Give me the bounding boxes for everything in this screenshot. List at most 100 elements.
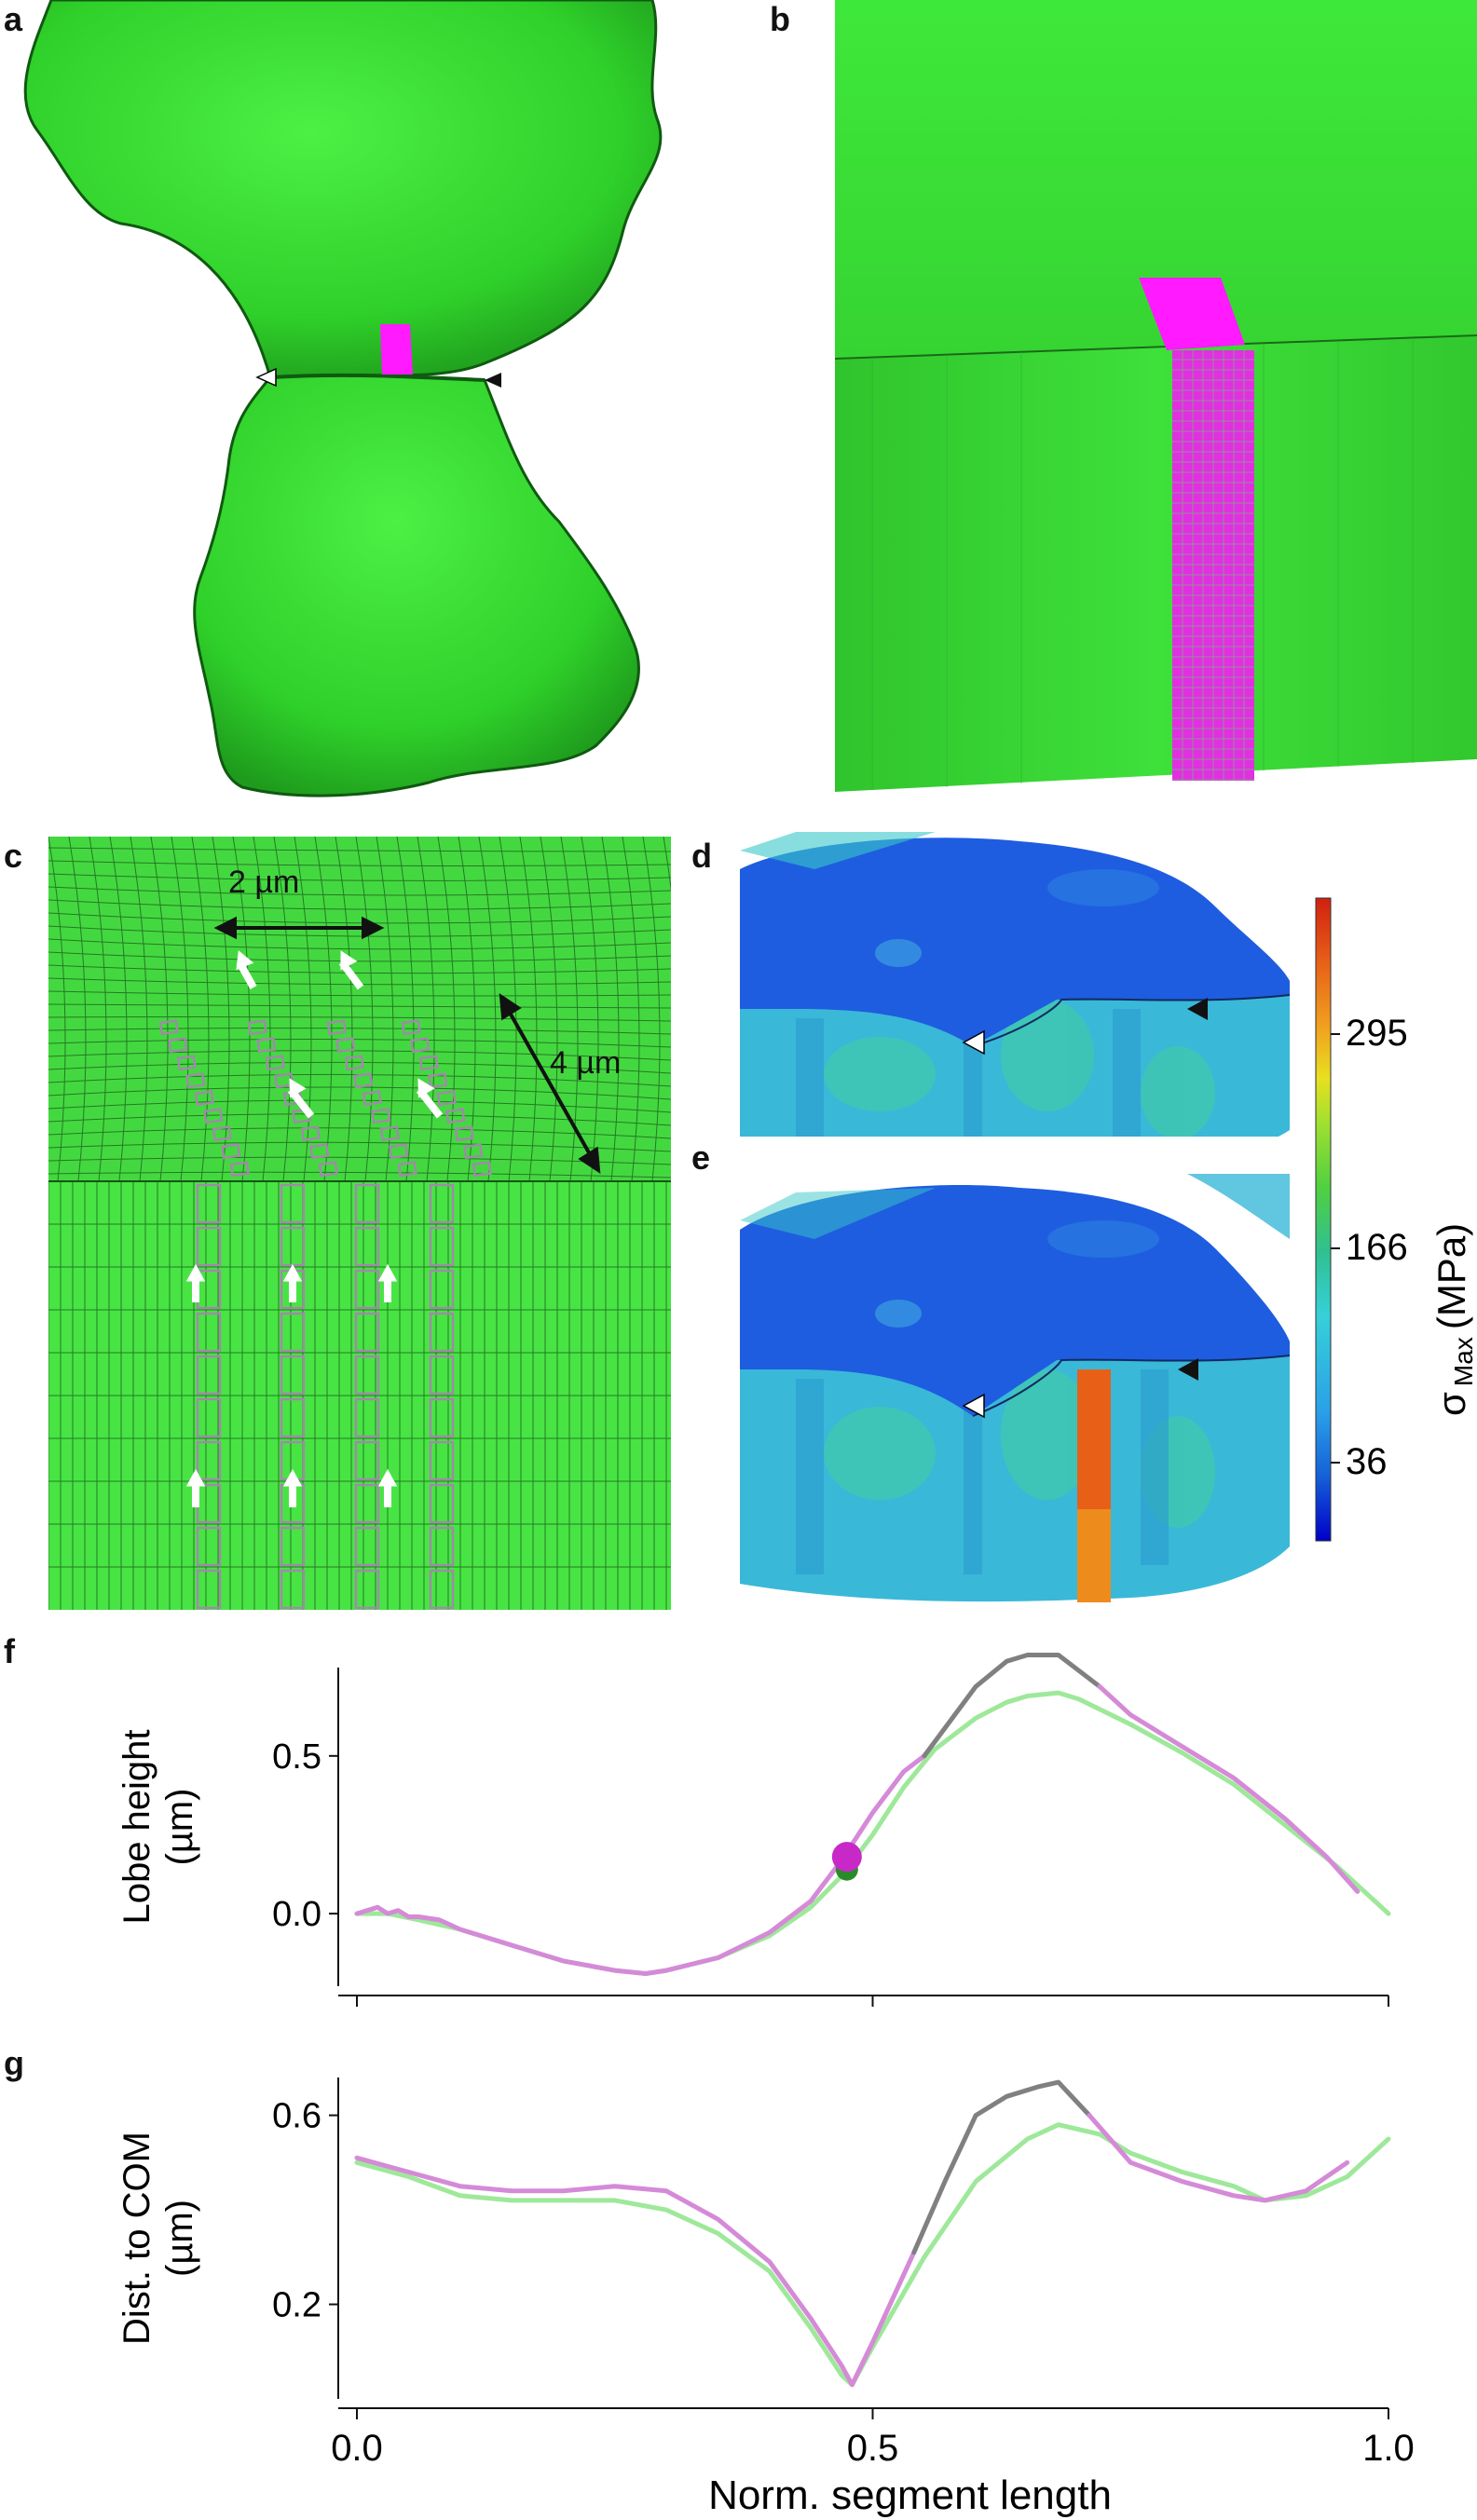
selected-element-outline bbox=[247, 1019, 267, 1036]
selected-element-outline bbox=[354, 1183, 380, 1224]
white-arrow bbox=[282, 1263, 303, 1302]
selected-element-outline bbox=[256, 1037, 277, 1054]
selected-element-outline bbox=[429, 1355, 455, 1396]
selected-element-outline bbox=[410, 1037, 431, 1054]
selected-element-outline bbox=[158, 1019, 179, 1036]
selected-element-outline bbox=[389, 1143, 409, 1160]
selected-element-outline bbox=[354, 1355, 380, 1396]
selected-element-outline bbox=[397, 1161, 417, 1178]
selected-element-outline bbox=[280, 1183, 306, 1224]
selected-element-outline bbox=[280, 1526, 306, 1567]
selected-element-outline bbox=[472, 1161, 492, 1178]
lower-cell-shape bbox=[193, 374, 640, 797]
series-line-0 bbox=[354, 1690, 1391, 1976]
white-arrow bbox=[377, 1468, 398, 1507]
magenta-top-patch bbox=[1139, 278, 1245, 350]
selected-element-outline bbox=[429, 1440, 455, 1481]
scale-label-2um: 2 µm bbox=[228, 865, 300, 900]
selected-element-outline bbox=[436, 1090, 457, 1107]
selected-element-outline bbox=[362, 1090, 382, 1107]
chart-g-dist-to-com: 0.2 0.6 0.0 0.5 1.0 Dist. to COM (µm) Norm. seg… bbox=[116, 2077, 1415, 2518]
colorbar-tick-36: 36 bbox=[1346, 1441, 1388, 1482]
y-tick-label: 0.0 bbox=[272, 1895, 321, 1934]
selected-element-outline bbox=[354, 1226, 380, 1267]
selected-element-outline bbox=[445, 1108, 466, 1124]
selected-element-outline bbox=[196, 1397, 222, 1438]
series-line-3 bbox=[1087, 2113, 1350, 2203]
panel-letter-b: b bbox=[770, 0, 790, 38]
svg-text:Dist. to COM: Dist. to COM bbox=[116, 2132, 157, 2345]
y-axis-label: Dist. to COM (µm) bbox=[116, 2132, 200, 2345]
selected-element-outline bbox=[418, 1055, 439, 1071]
series-line-3 bbox=[1097, 1683, 1361, 1894]
stress-colorbar: 295 166 36 σMax(MPa) bbox=[1315, 897, 1477, 1542]
selected-element-outline bbox=[354, 1483, 380, 1524]
selected-element-outline bbox=[229, 1161, 250, 1178]
y-tick-label: 0.2 bbox=[272, 2286, 321, 2325]
selected-element-outline bbox=[196, 1312, 222, 1353]
selected-element-outline bbox=[326, 1019, 347, 1036]
selected-element-outline bbox=[196, 1226, 222, 1267]
selected-element-outline bbox=[354, 1569, 380, 1610]
data-marker bbox=[831, 1842, 862, 1873]
selected-element-outline bbox=[196, 1440, 222, 1481]
white-arrow bbox=[236, 950, 257, 989]
selected-element-outline bbox=[353, 1072, 374, 1089]
panel-letter-e: e bbox=[691, 1138, 711, 1177]
open-arrowhead-marker bbox=[962, 1029, 985, 1056]
selected-element-outline bbox=[221, 1143, 241, 1160]
white-arrow bbox=[416, 1078, 444, 1119]
selected-element-outline bbox=[300, 1125, 321, 1142]
selected-element-outline bbox=[176, 1055, 197, 1071]
selected-element-outline bbox=[318, 1161, 338, 1178]
open-arrowhead-marker bbox=[255, 367, 277, 388]
series-line-2 bbox=[911, 2079, 1092, 2255]
panel-letter-f: f bbox=[4, 1632, 15, 1670]
selected-element-outline bbox=[454, 1125, 474, 1142]
selected-element-outline bbox=[196, 1355, 222, 1396]
filled-arrowhead-marker bbox=[1187, 998, 1208, 1020]
selected-element-outline bbox=[196, 1526, 222, 1567]
selected-element-outline bbox=[196, 1183, 222, 1224]
series-line-1 bbox=[354, 2155, 917, 2388]
svg-text:σMax(MPa): σMax(MPa) bbox=[1429, 1223, 1477, 1416]
selected-element-outline bbox=[168, 1037, 188, 1054]
colorbar-label: σMax(MPa) bbox=[1429, 1223, 1477, 1416]
svg-text:(µm): (µm) bbox=[159, 1788, 200, 1865]
selected-element-outline bbox=[354, 1397, 380, 1438]
selected-element-outline bbox=[429, 1312, 455, 1353]
selected-element-outline bbox=[429, 1526, 455, 1567]
selected-element-outline bbox=[354, 1526, 380, 1567]
panel-a-cell-render bbox=[23, 0, 663, 797]
selected-element-outline bbox=[354, 1312, 380, 1353]
panel-b-mesh-render bbox=[835, 0, 1477, 792]
selected-element-outline bbox=[280, 1355, 306, 1396]
panel-letter-c: c bbox=[4, 837, 23, 875]
selected-element-outline bbox=[194, 1090, 214, 1107]
panel-letter-a: a bbox=[4, 0, 23, 38]
panel-e-stress-map bbox=[740, 1137, 1290, 1610]
scale-label-4um: 4 µm bbox=[550, 1045, 622, 1081]
selected-element-outline bbox=[309, 1143, 330, 1160]
x-tick-label: 0.5 bbox=[847, 2428, 899, 2469]
selected-element-outline bbox=[429, 1569, 455, 1610]
selected-element-outline bbox=[379, 1125, 400, 1142]
scale-bar-horizontal bbox=[213, 916, 385, 940]
panel-letter-d: d bbox=[691, 837, 712, 875]
selected-element-outline bbox=[354, 1269, 380, 1310]
colorbar-tick-166: 166 bbox=[1346, 1227, 1408, 1268]
white-arrow bbox=[287, 1078, 315, 1119]
x-axis-label: Norm. segment length bbox=[708, 2472, 1112, 2518]
white-arrow bbox=[185, 1468, 206, 1507]
y-axis-label: Lobe height (µm) bbox=[116, 1729, 200, 1924]
selected-element-outline bbox=[429, 1397, 455, 1438]
scale-bar-diagonal bbox=[499, 993, 601, 1174]
selected-element-outline bbox=[212, 1125, 232, 1142]
open-arrowhead-marker bbox=[962, 1393, 985, 1419]
selected-element-outline bbox=[344, 1055, 364, 1071]
magenta-mesh-column bbox=[1172, 350, 1254, 781]
selected-element-outline bbox=[429, 1226, 455, 1267]
selected-element-outline bbox=[335, 1037, 356, 1054]
colorbar-gradient bbox=[1315, 897, 1332, 1542]
selected-element-outline bbox=[354, 1440, 380, 1481]
